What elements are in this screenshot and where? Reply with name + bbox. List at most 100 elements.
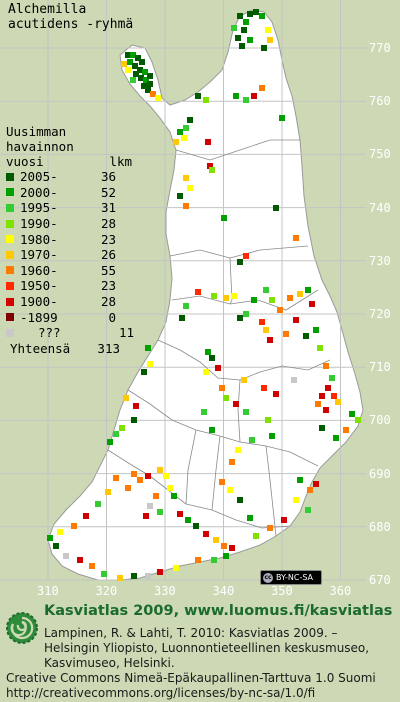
observation-square	[167, 485, 173, 491]
legend-swatch	[6, 203, 14, 212]
observation-square	[235, 35, 241, 41]
legend-heading-1: Uusimman	[6, 124, 67, 139]
observation-square	[267, 337, 273, 343]
legend-count: 28	[100, 294, 116, 310]
observation-square	[233, 401, 239, 407]
observation-square	[113, 431, 119, 437]
legend-year: 2005-	[20, 169, 58, 185]
observation-square	[89, 563, 95, 569]
observation-square	[177, 511, 183, 517]
observation-square	[267, 525, 273, 531]
observation-square	[147, 73, 153, 79]
observation-square	[273, 391, 279, 397]
legend-count: 23	[100, 278, 116, 294]
observation-square	[147, 361, 153, 367]
legend-count: 23	[100, 231, 116, 247]
legend-swatch	[6, 297, 14, 306]
observation-square	[231, 25, 237, 31]
legend-rows: 2005- 36 2000- 52 1995- 31 1990- 28 1980- 23 1970-…	[6, 169, 146, 341]
legend-count: 52	[100, 184, 116, 200]
reference-line-3: Kasvimuseo, Helsinki.	[44, 656, 175, 670]
legend-year: 1900-	[20, 294, 58, 310]
x-tick-label: 330	[154, 584, 176, 598]
observation-square	[145, 345, 151, 351]
observation-square	[313, 481, 319, 487]
y-tick-label: 740	[369, 200, 391, 215]
y-tick-label: 760	[369, 94, 391, 109]
observation-square	[331, 393, 337, 399]
observation-square	[203, 369, 209, 375]
legend-row: -1899 0	[6, 309, 146, 325]
observation-square	[209, 167, 215, 173]
observation-squares	[47, 9, 361, 581]
observation-square	[71, 523, 77, 529]
observation-square	[47, 535, 53, 541]
legend-count: 36	[100, 169, 116, 185]
observation-square	[205, 139, 211, 145]
y-tick-label: 700	[369, 413, 391, 428]
legend-swatch	[6, 188, 14, 197]
observation-square	[179, 315, 185, 321]
observation-square	[229, 545, 235, 551]
observation-square	[183, 125, 189, 131]
cc-license-badge: cc BY-NC-SA	[260, 570, 322, 585]
observation-square	[123, 395, 129, 401]
observation-square	[297, 291, 303, 297]
observation-square	[249, 437, 255, 443]
observation-square	[177, 193, 183, 199]
license-line-2: http://creativecommons.org/licenses/by-n…	[6, 686, 316, 700]
legend-year: -1899	[20, 309, 58, 325]
observation-square	[265, 417, 271, 423]
observation-square	[133, 403, 139, 409]
observation-square	[297, 477, 303, 483]
legend-row: 1990- 28	[6, 216, 146, 232]
legend-swatch	[6, 172, 14, 181]
observation-square	[132, 63, 138, 69]
observation-square	[247, 11, 253, 17]
observation-square	[201, 409, 207, 415]
observation-square	[263, 327, 269, 333]
map-area: Alchemilla acutidens -ryhmä Uusimman hav…	[0, 0, 391, 598]
observation-square	[259, 319, 265, 325]
x-tick-label: 360	[329, 584, 352, 598]
observation-square	[63, 553, 69, 559]
observation-square	[237, 315, 243, 321]
observation-square	[307, 487, 313, 493]
observation-square	[203, 97, 209, 103]
observation-square	[233, 93, 239, 99]
observation-square	[107, 439, 113, 445]
legend-total-label: Yhteensä	[10, 341, 71, 357]
observation-square	[211, 557, 217, 563]
observation-square	[185, 517, 191, 523]
observation-square	[57, 529, 63, 535]
legend-row: 1995- 31	[6, 200, 146, 216]
observation-square	[193, 523, 199, 529]
observation-square	[241, 27, 247, 33]
observation-square	[187, 185, 193, 191]
observation-square	[209, 355, 215, 361]
observation-square	[183, 303, 189, 309]
observation-square	[147, 503, 153, 509]
observation-square	[101, 571, 107, 577]
legend-row: 1900- 28	[6, 294, 146, 310]
y-tick-label: 770	[369, 41, 391, 55]
observation-square	[243, 97, 249, 103]
observation-square	[329, 375, 335, 381]
legend: Uusimman havainnon vuosi lkm 2005- 36 2000…	[6, 124, 146, 357]
observation-square	[335, 399, 341, 405]
observation-square	[315, 401, 321, 407]
legend-swatch	[6, 219, 14, 228]
observation-square	[207, 163, 213, 169]
observation-square	[150, 91, 156, 97]
observation-square	[237, 259, 243, 265]
observation-square	[223, 395, 229, 401]
observation-square	[195, 93, 201, 99]
observation-square	[293, 317, 299, 323]
observation-square	[253, 533, 259, 539]
observation-square	[221, 215, 227, 221]
observation-square	[183, 203, 189, 209]
observation-square	[261, 385, 267, 391]
observation-square	[137, 477, 143, 483]
observation-square	[143, 77, 149, 83]
observation-square	[251, 297, 257, 303]
